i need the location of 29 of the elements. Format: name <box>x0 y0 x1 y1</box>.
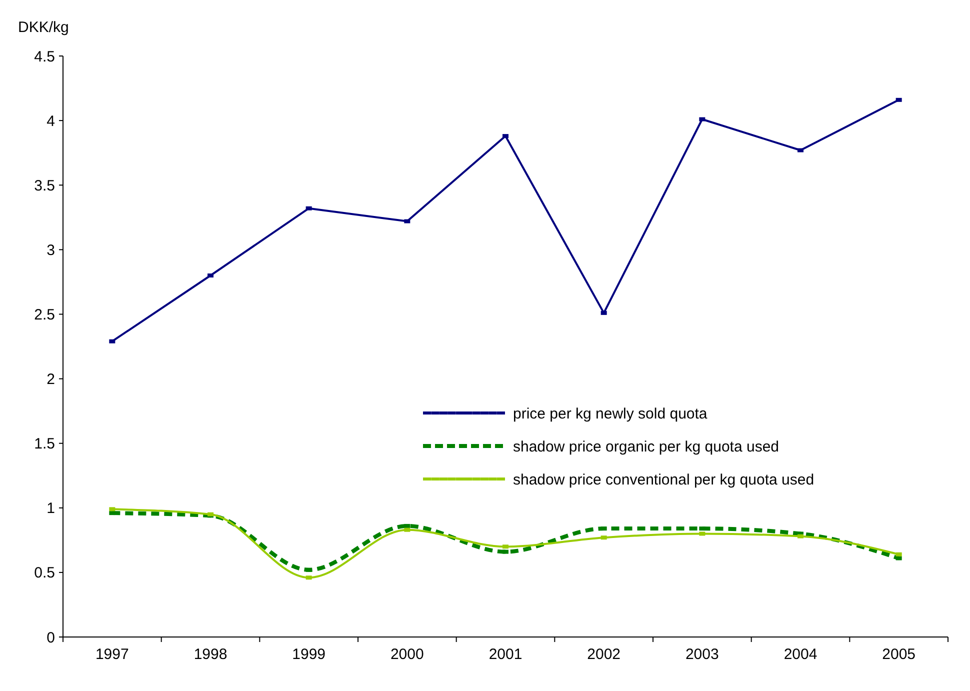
x-tick-label: 2000 <box>390 646 424 663</box>
y-axis-title: DKK/kg <box>18 19 69 36</box>
y-tick-label: 0 <box>46 629 55 646</box>
y-tick-label: 2.5 <box>34 306 55 324</box>
x-tick-label: 2001 <box>488 646 522 663</box>
point <box>208 273 214 278</box>
y-tick-label: 4 <box>46 112 55 130</box>
point <box>502 550 508 554</box>
legend-label: shadow price organic per kg quota used <box>513 438 780 456</box>
point <box>502 134 508 138</box>
y-tick-label: 2 <box>46 371 55 388</box>
x-tick-label: 2002 <box>587 646 621 663</box>
y-tick-label: 4.5 <box>34 48 55 66</box>
point <box>798 534 804 538</box>
y-tick-label: 1 <box>46 500 55 518</box>
y-tick-label: 3 <box>46 242 55 259</box>
y-tick-label: 3.5 <box>34 177 55 194</box>
point <box>798 148 804 152</box>
x-tick-label: 2005 <box>882 646 916 663</box>
x-tick-label: 2004 <box>784 646 818 663</box>
point <box>502 544 508 549</box>
x-tick-label: 1999 <box>292 646 326 663</box>
x-tick-label: 2003 <box>685 646 719 663</box>
x-tick-label: 1997 <box>95 646 129 663</box>
x-tick-label: 1998 <box>194 646 228 663</box>
y-tick-label: 1.5 <box>34 436 55 453</box>
legend-label: shadow price conventional per kg quota used <box>513 471 814 488</box>
legend-label: price per kg newly sold quota <box>513 405 708 422</box>
y-tick-label: 0.5 <box>34 564 55 582</box>
